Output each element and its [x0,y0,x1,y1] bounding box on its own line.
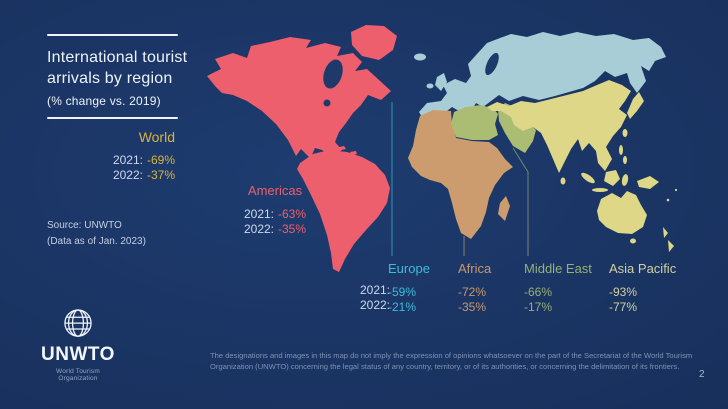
map-disclaimer: The designations and images in this map … [210,351,693,371]
page-subtitle: (% change vs. 2019) [47,94,161,108]
asia-pacific-value-2021: -93% [609,285,638,299]
title-rule-bottom [47,117,178,119]
map-great-lakes [323,99,331,107]
map-taiwan [622,129,628,137]
americas-value-2022: -35% [278,222,307,236]
map-britain [435,73,447,91]
world-label: World [138,129,175,145]
map-philippines-south [623,156,627,164]
americas-value-2021: -63% [278,207,307,221]
bottom-year-2022: 2022: [359,298,390,312]
map-south-america [297,150,390,272]
map-sulawesi [621,174,629,186]
page-title: International tourist arrivals by region [47,47,187,89]
europe-value-2022: -21% [388,300,417,314]
world-row-2022: 2022: -37% [55,168,175,183]
asia-pacific-value-2022: -77% [609,300,638,314]
map-cuba [330,146,346,152]
americas-year-2021: 2021: [243,207,274,221]
map-greenland [351,25,397,60]
africa-label: Africa [458,261,492,276]
map-region-europe [414,32,666,123]
middle-east-value-2021: -66% [524,285,553,299]
americas-row-2021: 2021: -63% [228,207,322,222]
bottom-year-labels: 2021: 2022: [338,283,390,313]
map-africa-mainland [408,110,513,239]
map-java [592,188,608,192]
map-japan [627,92,644,119]
page-title-line1: International tourist [47,49,188,66]
map-ireland [426,83,434,89]
europe-stats: Europe -59% -21% [388,261,472,315]
bottom-year-2021: 2021: [359,283,390,297]
europe-label: Europe [388,261,430,276]
map-new-guinea [637,176,659,189]
map-madagascar [498,196,510,221]
africa-value-2021: -72% [458,285,487,299]
americas-row-2022: 2022: -35% [228,222,322,237]
map-asia-mainland [487,80,631,173]
europe-value-2021: -59% [388,285,417,299]
map-tasmania [630,238,636,244]
americas-label: Americas [247,183,303,198]
source-note: Source: UNWTO (Data as of Jan. 2023) [47,218,146,250]
map-region-americas [207,25,397,272]
world-value-2022: -37% [146,168,175,182]
page-number: 2 [699,369,705,380]
map-arabian-peninsula [498,103,536,153]
logo-acronym: UNWTO [41,344,115,365]
map-pacific-island-2 [674,188,678,192]
logo-tagline: World Tourism Organization [56,368,100,382]
source-line2: (Data as of Jan. 2023) [47,236,146,247]
map-region-africa [408,110,513,239]
map-north-america [207,37,391,176]
map-new-zealand-south [668,240,674,252]
map-hudson-bay [323,59,343,89]
map-new-zealand-north [663,227,668,238]
middle-east-label: Middle East [524,261,592,276]
world-stats: World 2021: -69% 2022: -37% [55,129,175,183]
africa-stats: Africa -72% -35% [458,261,542,315]
map-region-middle-east [451,103,536,153]
middle-east-stats: Middle East -66% -17% [524,261,608,315]
world-year-2022: 2022: [112,168,143,182]
map-libya-egypt [451,105,498,140]
world-row-2021: 2021: -69% [55,153,175,168]
americas-stats: Americas 2021: -63% 2022: -35% [228,183,322,237]
africa-value-2022: -35% [458,300,487,314]
map-borneo [604,170,620,186]
map-sri-lanka [560,177,566,185]
map-philippines-north [619,145,623,155]
map-region-asia-pacific [487,80,678,252]
page-title-line2: arrivals by region [47,70,173,87]
map-iceland [414,53,426,61]
map-pacific-island-1 [666,198,670,202]
asia-pacific-label: Asia Pacific [609,261,677,276]
globe-wireframe-icon [64,309,92,337]
world-year-2021: 2021: [112,153,143,167]
map-hispaniola [350,151,357,155]
source-line1: Source: UNWTO [47,220,122,231]
unwto-logo: UNWTO World Tourism Organization [40,306,116,382]
middle-east-value-2022: -17% [524,300,553,314]
map-eurasia-north [419,32,666,123]
americas-year-2022: 2022: [243,222,274,236]
map-sumatra [581,172,595,184]
asia-pacific-stats: Asia Pacific -93% -77% [609,261,693,315]
world-value-2021: -69% [146,153,175,167]
title-rule-top [47,34,178,36]
map-baltic-sea [485,52,499,76]
map-australia [597,191,647,234]
middle-east-leader-line [512,147,529,256]
